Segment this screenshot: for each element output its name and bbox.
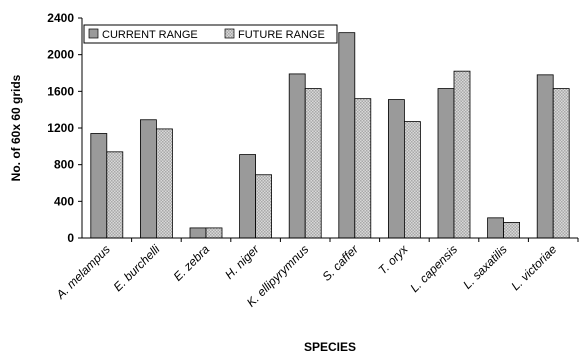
legend-label-current: CURRENT RANGE bbox=[102, 29, 198, 41]
y-axis-ticks: 0 400 800 1200 1600 2000 2400 bbox=[47, 11, 82, 245]
bar-current-10 bbox=[536, 74, 554, 239]
x-category-label: E. burchelli bbox=[111, 242, 163, 294]
bar-current-3 bbox=[189, 227, 207, 239]
bar-future-5 bbox=[304, 88, 322, 239]
bar-current-4 bbox=[239, 154, 257, 239]
bar-current-7 bbox=[387, 99, 405, 239]
y-axis-title: No. of 60x 60 grids bbox=[9, 74, 23, 181]
x-category-label: A. melampus bbox=[53, 242, 113, 302]
legend-box bbox=[83, 24, 338, 44]
legend: CURRENT RANGE FUTURE RANGE bbox=[83, 24, 338, 44]
bar-current-5 bbox=[288, 73, 306, 239]
legend-label-future: FUTURE RANGE bbox=[238, 29, 325, 41]
y-tick-label: 0 bbox=[67, 231, 74, 245]
bar-current-9 bbox=[487, 217, 505, 239]
bar-future-2 bbox=[155, 128, 173, 239]
bar-current-8 bbox=[437, 88, 455, 239]
legend-swatch-current bbox=[88, 28, 99, 39]
bar-current-6 bbox=[338, 32, 356, 239]
x-axis-title: SPECIES bbox=[304, 340, 356, 354]
bar-current-2 bbox=[139, 119, 157, 239]
bars-layer bbox=[90, 32, 579, 242]
x-category-label: S. caffer bbox=[319, 242, 361, 284]
x-category-label: E. zebra bbox=[171, 242, 213, 284]
y-tick-label: 1200 bbox=[47, 121, 74, 135]
x-category-label: L. victoriae bbox=[508, 242, 559, 293]
bar-future-9 bbox=[503, 222, 521, 239]
bar-future-3 bbox=[205, 227, 223, 239]
y-tick-label: 2400 bbox=[47, 11, 74, 25]
y-tick-label: 1600 bbox=[47, 84, 74, 98]
bar-future-8 bbox=[453, 70, 471, 239]
bar-future-6 bbox=[354, 98, 372, 239]
legend-swatch-future bbox=[224, 28, 235, 39]
bar-current-1 bbox=[90, 133, 108, 239]
x-category-label: H. niger bbox=[222, 242, 262, 282]
x-category-label: L. saxatilis bbox=[460, 242, 510, 292]
y-tick-label: 800 bbox=[54, 158, 74, 172]
x-category-label: L. capensis bbox=[407, 242, 460, 295]
x-category-label: T. oryx bbox=[375, 242, 411, 278]
bar-future-7 bbox=[403, 121, 421, 239]
bar-future-10 bbox=[552, 88, 570, 239]
y-tick-label: 2000 bbox=[47, 48, 74, 62]
y-tick-label: 400 bbox=[54, 194, 74, 208]
bar-future-4 bbox=[255, 174, 273, 239]
bar-future-1 bbox=[106, 151, 124, 239]
